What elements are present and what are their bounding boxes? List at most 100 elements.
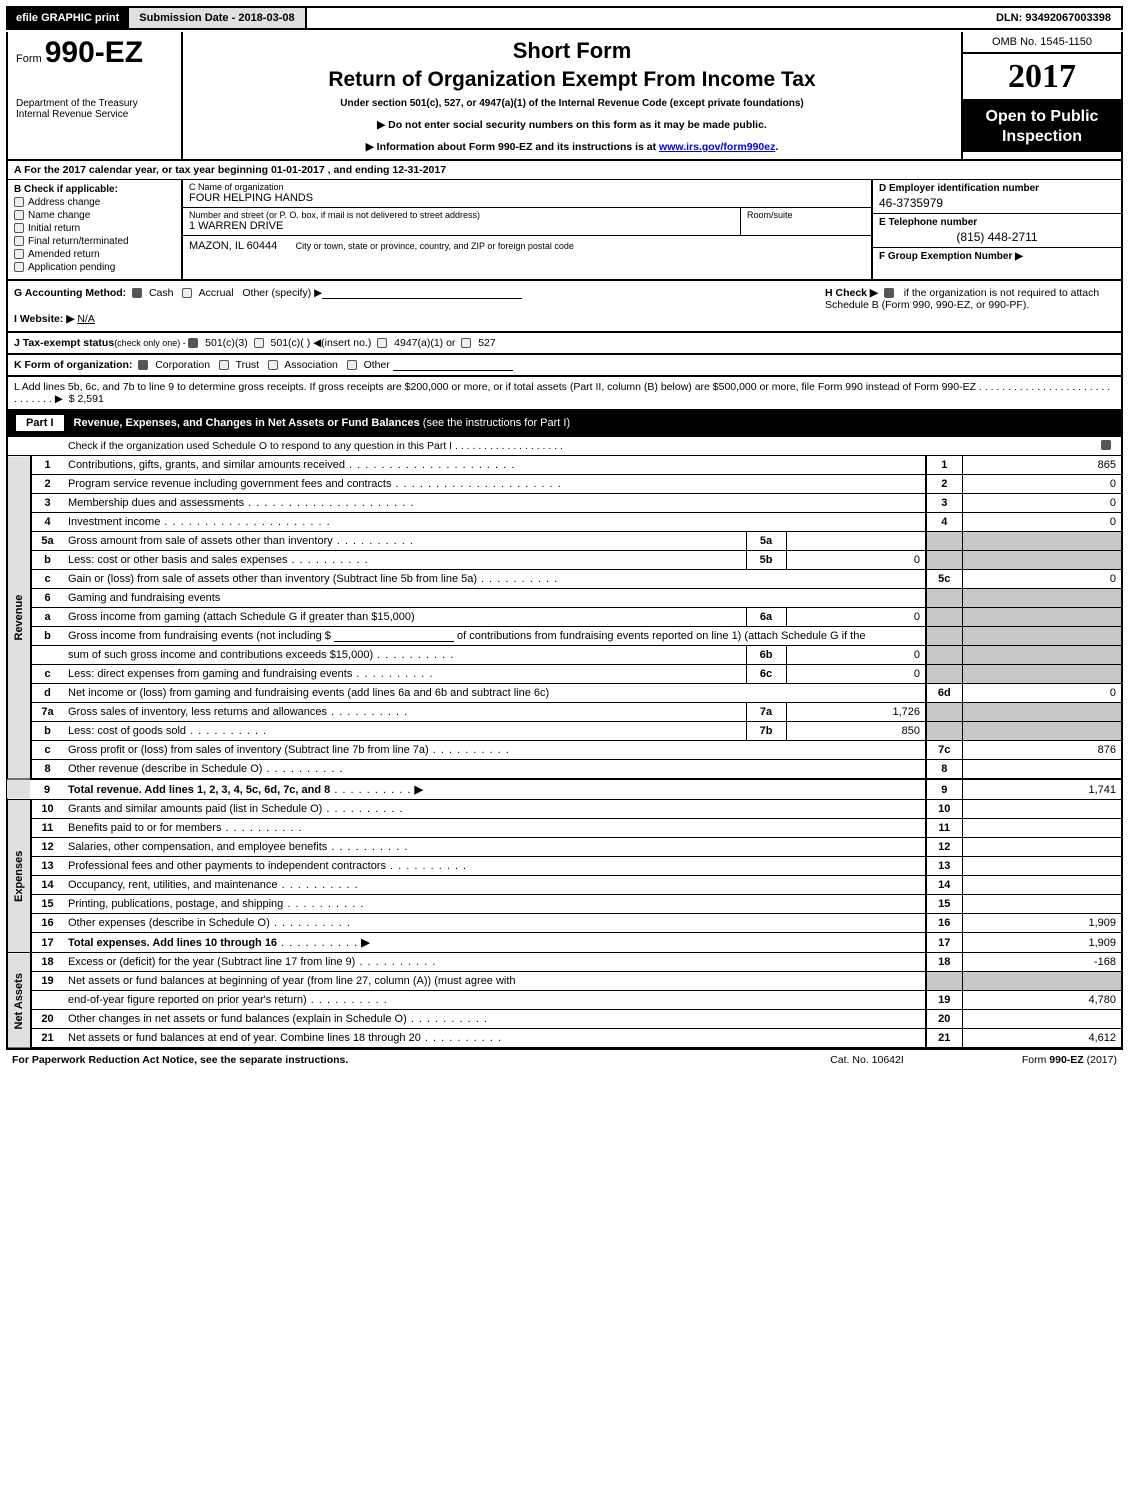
dln: DLN: 93492067003398: [986, 8, 1121, 28]
check-amended-return[interactable]: [14, 249, 24, 259]
g-label: G Accounting Method:: [14, 287, 126, 299]
line-7b-subval: 850: [786, 722, 926, 741]
check-other-org[interactable]: [347, 360, 357, 370]
line-19b-amt: 4,780: [962, 991, 1122, 1010]
check-application-pending[interactable]: [14, 262, 24, 272]
table-row: 5a Gross amount from sale of assets othe…: [7, 532, 1122, 551]
line-16-amt: 1,909: [962, 914, 1122, 933]
check-corp[interactable]: [138, 360, 148, 370]
check-cash[interactable]: [132, 288, 142, 298]
short-form-title: Short Form: [193, 38, 951, 64]
city-value: MAZON, IL 60444: [189, 240, 277, 252]
footer-notice: For Paperwork Reduction Act Notice, see …: [12, 1054, 767, 1066]
table-row: b Gross income from fundraising events (…: [7, 627, 1122, 646]
j-sub: (check only one) -: [114, 338, 188, 348]
check-address-change[interactable]: [14, 197, 24, 207]
line-10-col: 10: [926, 800, 962, 819]
check-h[interactable]: [884, 288, 894, 298]
check-501c3[interactable]: [188, 338, 198, 348]
j-opt-0: 501(c)(3): [205, 337, 248, 349]
line-19-num: 19: [31, 972, 63, 991]
line-5a-desc: Gross amount from sale of assets other t…: [68, 535, 333, 547]
section-j: J Tax-exempt status(check only one) - 50…: [6, 333, 1123, 355]
line-7b-sub: 7b: [746, 722, 786, 741]
table-row: 11 Benefits paid to or for members 11: [7, 819, 1122, 838]
grey-cell: [926, 608, 962, 627]
table-row: a Gross income from gaming (attach Sched…: [7, 608, 1122, 627]
grey-cell: [926, 722, 962, 741]
table-row: 13 Professional fees and other payments …: [7, 857, 1122, 876]
page-footer: For Paperwork Reduction Act Notice, see …: [6, 1049, 1123, 1070]
line-21-desc: Net assets or fund balances at end of ye…: [68, 1032, 421, 1044]
line-a-begin: 01-01-2017: [271, 164, 325, 176]
line-13-desc: Professional fees and other payments to …: [68, 860, 386, 872]
line-5c-desc: Gain or (loss) from sale of assets other…: [68, 573, 477, 585]
check-527[interactable]: [461, 338, 471, 348]
check-501c[interactable]: [254, 338, 264, 348]
e-phone: (815) 448-2711: [879, 230, 1115, 244]
header-right: OMB No. 1545-1150 2017 Open to Public In…: [961, 32, 1121, 159]
line-17-amt: 1,909: [962, 933, 1122, 953]
check-4947[interactable]: [377, 338, 387, 348]
dln-label: DLN:: [996, 12, 1025, 24]
part-1-table: Revenue 1 Contributions, gifts, grants, …: [6, 455, 1123, 1049]
submission-date-value: 2018-03-08: [238, 12, 294, 24]
table-row: b Less: cost or other basis and sales ex…: [7, 551, 1122, 570]
form-prefix: Form: [16, 53, 42, 65]
section-l: L Add lines 5b, 6c, and 7b to line 9 to …: [6, 377, 1123, 411]
check-trust[interactable]: [219, 360, 229, 370]
line-6-num: 6: [31, 589, 63, 608]
line-a-mid: , and ending: [328, 164, 393, 176]
line-20-desc: Other changes in net assets or fund bala…: [68, 1013, 407, 1025]
check-initial-return[interactable]: [14, 223, 24, 233]
grey-cell: [962, 589, 1122, 608]
line-5b-desc: Less: cost or other basis and sales expe…: [68, 554, 288, 566]
under-section: Under section 501(c), 527, or 4947(a)(1)…: [193, 98, 951, 109]
e-label: E Telephone number: [879, 217, 977, 228]
line-7c-num: c: [31, 741, 63, 760]
line-3-desc: Membership dues and assessments: [68, 497, 244, 509]
grey-cell: [926, 551, 962, 570]
b-item-1: Name change: [28, 210, 90, 221]
sidebar-expenses: Expenses: [7, 800, 31, 953]
footer-catno: Cat. No. 10642I: [767, 1054, 967, 1066]
j-opt-1: 501(c)( ) ◀(insert no.): [271, 337, 372, 349]
line-18-col: 18: [926, 953, 962, 972]
j-label: J Tax-exempt status: [14, 337, 114, 349]
line-7c-desc: Gross profit or (loss) from sales of inv…: [68, 744, 429, 756]
line-6a-sub: 6a: [746, 608, 786, 627]
table-row: 7a Gross sales of inventory, less return…: [7, 703, 1122, 722]
grey-cell: [926, 589, 962, 608]
line-7a-desc: Gross sales of inventory, less returns a…: [68, 706, 327, 718]
line-19b-col: 19: [926, 991, 962, 1010]
l-value: $ 2,591: [69, 393, 104, 405]
i-website: N/A: [77, 313, 95, 325]
line-10-num: 10: [31, 800, 63, 819]
check-assoc[interactable]: [268, 360, 278, 370]
check-accrual[interactable]: [182, 288, 192, 298]
dept-treasury: Department of the Treasury: [16, 98, 173, 109]
line-6a-subval: 0: [786, 608, 926, 627]
line-16-col: 16: [926, 914, 962, 933]
omb-number: OMB No. 1545-1150: [963, 32, 1121, 54]
table-row: d Net income or (loss) from gaming and f…: [7, 684, 1122, 703]
line-7a-subval: 1,726: [786, 703, 926, 722]
check-schedule-o[interactable]: [1101, 440, 1111, 450]
grey-cell: [926, 646, 962, 665]
line-4-col: 4: [926, 513, 962, 532]
line-6a-num: a: [31, 608, 63, 627]
efile-print-button[interactable]: efile GRAPHIC print: [8, 8, 129, 28]
check-name-change[interactable]: [14, 210, 24, 220]
header-left: Form 990-EZ Department of the Treasury I…: [8, 32, 183, 159]
line-6d-desc: Net income or (loss) from gaming and fun…: [68, 687, 549, 699]
grey-cell: [962, 722, 1122, 741]
check-final-return[interactable]: [14, 236, 24, 246]
line-6b2-sub: 6b: [746, 646, 786, 665]
g-other: Other (specify) ▶: [242, 287, 322, 299]
line-21-amt: 4,612: [962, 1029, 1122, 1049]
tax-year: 2017: [963, 54, 1121, 101]
j-opt-2: 4947(a)(1) or: [394, 337, 455, 349]
k-label: K Form of organization:: [14, 359, 132, 371]
table-row: 2 Program service revenue including gove…: [7, 475, 1122, 494]
irs-link[interactable]: www.irs.gov/form990ez: [659, 141, 775, 153]
